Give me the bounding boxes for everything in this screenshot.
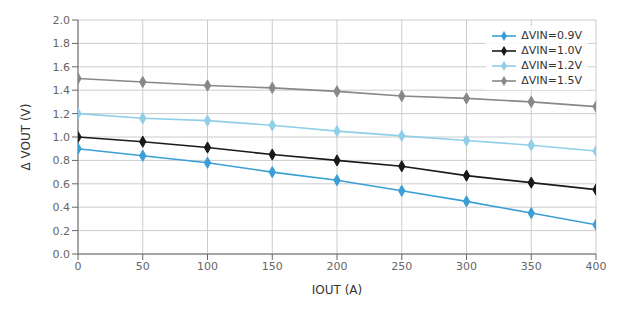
svg-text:1.2: 1.2 — [53, 108, 71, 121]
svg-text:2.0: 2.0 — [53, 14, 71, 27]
svg-text:300: 300 — [456, 260, 477, 273]
svg-text:250: 250 — [391, 260, 412, 273]
html-text:ΔVIN=1.2V: ΔVIN=1.2V — [521, 59, 582, 72]
svg-text:200: 200 — [327, 260, 348, 273]
svg-text:0.2: 0.2 — [53, 225, 71, 238]
svg-text:1.4: 1.4 — [53, 84, 71, 97]
svg-text:0.4: 0.4 — [53, 201, 71, 214]
svg-text:100: 100 — [197, 260, 218, 273]
html-text:ΔVIN=1.5V: ΔVIN=1.5V — [521, 74, 582, 87]
svg-text:0: 0 — [75, 260, 82, 273]
svg-text:0.8: 0.8 — [53, 154, 71, 167]
svg-text:350: 350 — [521, 260, 542, 273]
svg-text:1.0: 1.0 — [53, 131, 71, 144]
svg-text:150: 150 — [262, 260, 283, 273]
svg-text:Δ VOUT (V): Δ VOUT (V) — [19, 104, 33, 171]
svg-text:1.6: 1.6 — [53, 61, 71, 74]
svg-text:1.8: 1.8 — [53, 37, 71, 50]
svg-text:400: 400 — [586, 260, 607, 273]
svg-text:0.6: 0.6 — [53, 178, 71, 191]
svg-text:0.0: 0.0 — [53, 248, 71, 261]
html-text:ΔVIN=1.0V: ΔVIN=1.0V — [521, 44, 582, 57]
html-text:ΔVIN=0.9V: ΔVIN=0.9V — [521, 29, 582, 42]
svg-text:IOUT (A): IOUT (A) — [312, 283, 362, 297]
svg-text:50: 50 — [136, 260, 150, 273]
